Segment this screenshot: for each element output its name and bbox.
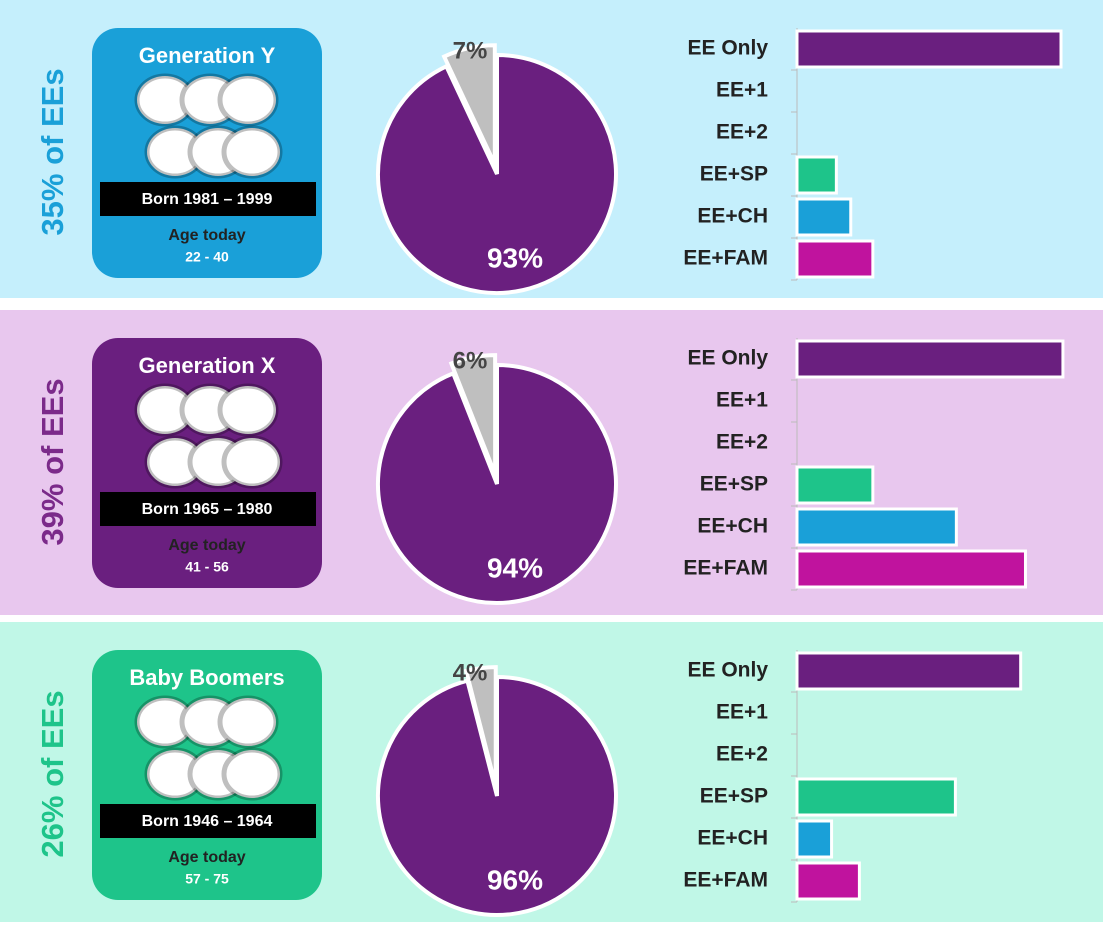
- age-heading: Age today: [168, 849, 245, 866]
- born-text: Born 1946 – 1964: [142, 813, 273, 830]
- age-range: 41 - 56: [185, 559, 229, 575]
- pie-label: 4%: [453, 659, 488, 686]
- bar: [797, 779, 955, 815]
- category-label: EE Only: [687, 659, 768, 682]
- category-label: EE+1: [716, 79, 768, 102]
- pie-label: 93%: [487, 242, 543, 273]
- card-title: Baby Boomers: [129, 665, 284, 690]
- category-label: EE+CH: [697, 827, 768, 850]
- bar: [797, 509, 956, 545]
- side-label: 39% of EEs: [35, 378, 70, 545]
- person-head: [224, 750, 280, 798]
- born-text: Born 1965 – 1980: [142, 501, 273, 518]
- person-head: [224, 438, 280, 486]
- category-label: EE+CH: [697, 515, 768, 538]
- person-head: [220, 76, 276, 124]
- category-label: EE+2: [716, 431, 768, 454]
- side-label: 26% of EEs: [35, 690, 70, 857]
- category-label: EE+1: [716, 701, 768, 724]
- category-label: EE+1: [716, 389, 768, 412]
- person-head: [220, 698, 276, 746]
- pie-label: 7%: [453, 37, 488, 64]
- bar: [797, 241, 873, 277]
- bar: [797, 157, 836, 193]
- card-title: Generation X: [139, 353, 276, 378]
- category-label: EE+SP: [700, 785, 768, 808]
- category-label: EE+SP: [700, 473, 768, 496]
- side-label: 35% of EEs: [35, 68, 70, 235]
- infographic: 35% of EEs Generation Y Born 1981 – 1999 Ag…: [0, 0, 1103, 922]
- age-range: 22 - 40: [185, 249, 229, 265]
- age-range: 57 - 75: [185, 871, 229, 887]
- bar: [797, 653, 1021, 689]
- category-label: EE+FAM: [683, 557, 768, 580]
- pie-label: 94%: [487, 552, 543, 583]
- bar: [797, 863, 859, 899]
- age-heading: Age today: [168, 227, 245, 244]
- category-label: EE Only: [687, 37, 768, 60]
- bar: [797, 821, 832, 857]
- age-heading: Age today: [168, 537, 245, 554]
- pie-label: 96%: [487, 864, 543, 895]
- category-label: EE+SP: [700, 163, 768, 186]
- bar: [797, 31, 1061, 67]
- category-label: EE+FAM: [683, 869, 768, 892]
- bar: [797, 199, 851, 235]
- bar: [797, 467, 873, 503]
- card-title: Generation Y: [139, 43, 276, 68]
- bar: [797, 551, 1025, 587]
- category-label: EE+FAM: [683, 247, 768, 270]
- person-head: [220, 386, 276, 434]
- person-head: [224, 128, 280, 176]
- pie-label: 6%: [453, 347, 488, 374]
- category-label: EE+CH: [697, 205, 768, 228]
- born-text: Born 1981 – 1999: [142, 191, 273, 208]
- bar: [797, 341, 1063, 377]
- category-label: EE+2: [716, 743, 768, 766]
- category-label: EE Only: [687, 347, 768, 370]
- category-label: EE+2: [716, 121, 768, 144]
